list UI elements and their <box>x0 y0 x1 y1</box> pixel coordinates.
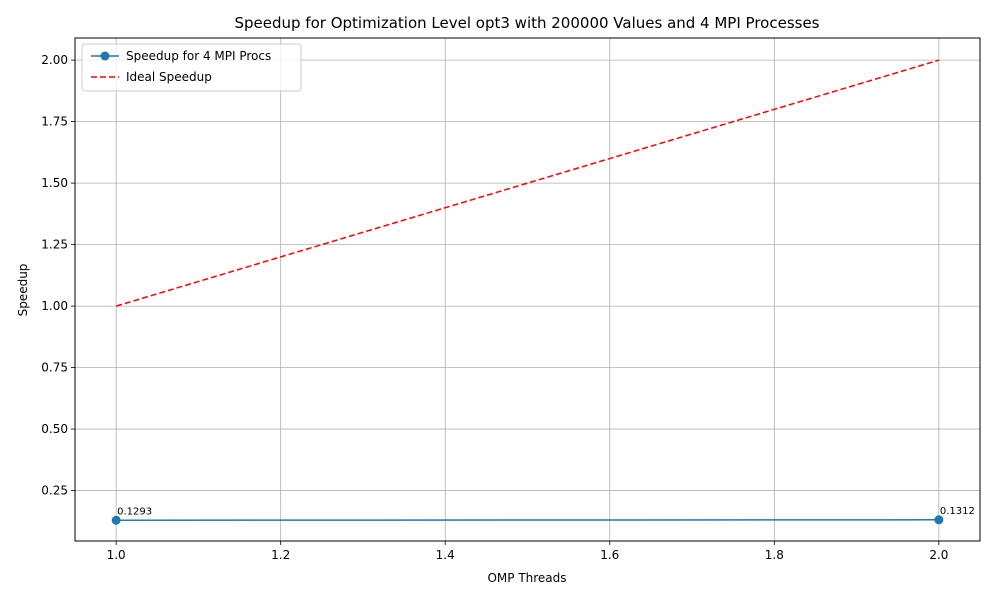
data-label: 0.1293 <box>117 506 152 517</box>
grid <box>75 38 980 541</box>
chart-title: Speedup for Optimization Level opt3 with… <box>234 14 819 32</box>
y-tick-label: 1.50 <box>41 176 68 190</box>
data-point <box>111 515 121 525</box>
x-tick-label: 2.0 <box>929 548 948 562</box>
y-axis-label: Speedup <box>16 264 30 317</box>
data-point <box>934 515 944 525</box>
data-label: 0.1312 <box>940 506 975 517</box>
x-tick-label: 1.4 <box>436 548 455 562</box>
x-tick-label: 1.2 <box>271 548 290 562</box>
x-tick-label: 1.0 <box>107 548 126 562</box>
x-tick-label: 1.6 <box>600 548 619 562</box>
plot-frame <box>74 37 981 542</box>
legend-marker <box>100 51 110 61</box>
legend-label: Ideal Speedup <box>126 70 212 84</box>
x-axis: 1.0 1.2 1.4 1.6 1.8 2.0 <box>107 541 948 562</box>
legend: Speedup for 4 MPI Procs Ideal Speedup <box>81 43 302 92</box>
y-tick-label: 0.50 <box>41 422 68 436</box>
y-tick-label: 0.75 <box>41 361 68 375</box>
y-axis: 0.25 0.50 0.75 1.00 1.25 1.50 1.75 2.00 <box>41 53 75 498</box>
y-tick-label: 0.25 <box>41 484 68 498</box>
y-tick-label: 1.25 <box>41 238 68 252</box>
series-layer: 0.1293 0.1312 <box>111 59 975 525</box>
y-tick-label: 1.75 <box>41 115 68 129</box>
legend-box <box>81 43 302 92</box>
y-tick-label: 1.00 <box>41 299 68 313</box>
y-tick-label: 2.00 <box>41 53 68 67</box>
x-tick-label: 1.8 <box>765 548 784 562</box>
legend-label: Speedup for 4 MPI Procs <box>126 49 271 63</box>
x-axis-label: OMP Threads <box>487 571 566 585</box>
series-line-1 <box>115 59 940 307</box>
